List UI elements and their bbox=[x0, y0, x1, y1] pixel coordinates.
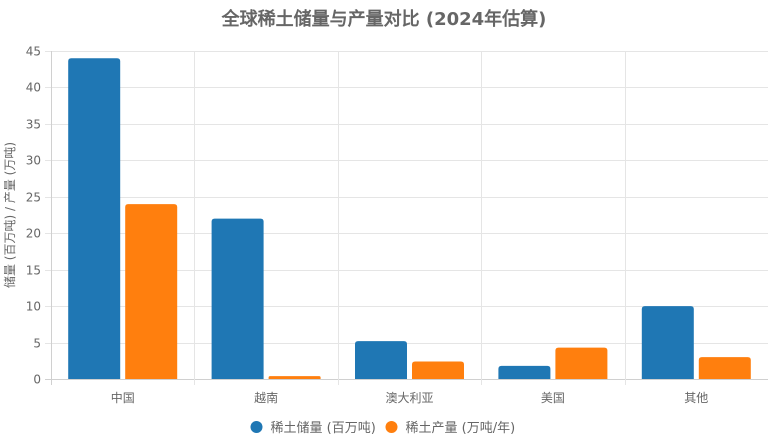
bar-reserves[interactable] bbox=[68, 58, 121, 380]
bar-production[interactable] bbox=[698, 357, 751, 379]
y-tick-label: 35 bbox=[26, 118, 41, 132]
axes: 0 5 10 15 20 25 30 35 40 45 中国 越南 澳大利亚 美国 其他 bbox=[26, 45, 709, 406]
bar-reserves[interactable] bbox=[211, 218, 264, 379]
y-tick-label: 5 bbox=[33, 337, 41, 351]
y-tick-label: 40 bbox=[26, 81, 41, 95]
x-tick-label: 其他 bbox=[684, 391, 708, 405]
legend-item[interactable]: 稀土储量 (百万吨) bbox=[250, 421, 376, 436]
legend: 稀土储量 (百万吨) 稀土产量 (万吨/年) bbox=[250, 421, 516, 436]
x-tick-label: 中国 bbox=[111, 390, 135, 405]
y-tick-label: 0 bbox=[33, 373, 41, 387]
bar-reserves[interactable] bbox=[498, 365, 551, 379]
bar-production[interactable] bbox=[125, 204, 178, 379]
bar-reserves[interactable] bbox=[355, 341, 407, 379]
bar-production[interactable] bbox=[555, 347, 608, 379]
legend-label: 稀土储量 (百万吨) bbox=[271, 421, 376, 436]
x-tick-label: 越南 bbox=[254, 390, 278, 405]
legend-item[interactable]: 稀土产量 (万吨/年) bbox=[385, 421, 516, 436]
y-axis-title: 储量 (百万吨) / 产量 (万吨) bbox=[2, 142, 17, 288]
x-tick-label: 澳大利亚 bbox=[385, 391, 433, 405]
bar-production[interactable] bbox=[268, 376, 321, 379]
y-tick-label: 45 bbox=[26, 45, 41, 59]
y-tick-label: 25 bbox=[26, 191, 41, 205]
y-tick-label: 15 bbox=[26, 264, 41, 278]
y-tick-label: 20 bbox=[26, 227, 41, 241]
y-tick-label: 30 bbox=[26, 154, 41, 168]
x-tick-label: 美国 bbox=[541, 391, 565, 405]
bars bbox=[68, 58, 751, 380]
legend-swatch bbox=[385, 421, 398, 433]
legend-label: 稀土产量 (万吨/年) bbox=[406, 421, 516, 436]
bar-production[interactable] bbox=[412, 361, 464, 379]
bar-reserves[interactable] bbox=[641, 306, 694, 379]
y-tick-label: 10 bbox=[26, 300, 41, 314]
legend-swatch bbox=[250, 421, 263, 433]
chart-title: 全球稀土储量与产量对比 (2024年估算) bbox=[221, 8, 547, 30]
